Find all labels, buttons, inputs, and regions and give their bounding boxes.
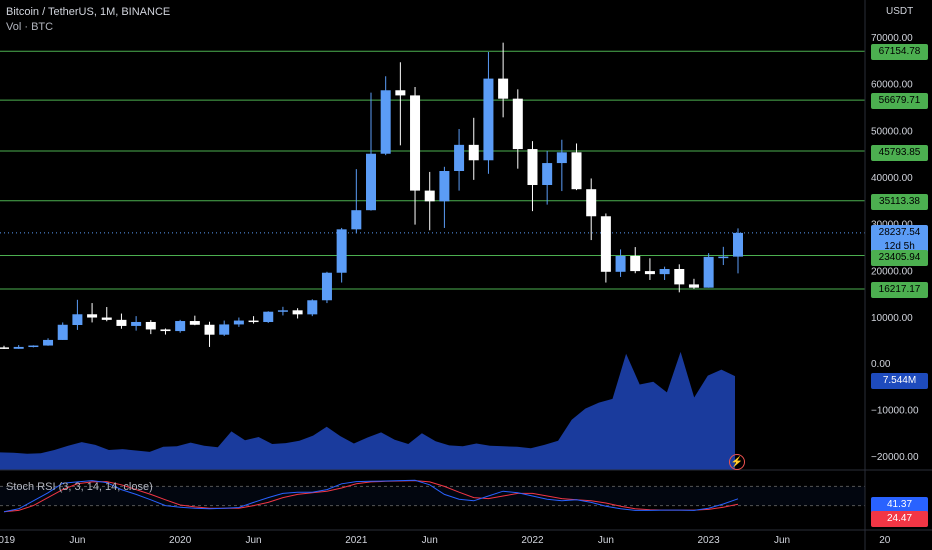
- level-tag-4: 35113.38: [871, 194, 928, 210]
- candle-body: [600, 216, 611, 272]
- candle-body: [644, 271, 655, 275]
- candle-body: [439, 171, 450, 202]
- candle-body: [688, 284, 699, 288]
- candle-body: [380, 90, 391, 154]
- candle-body: [336, 229, 347, 273]
- price-tick-label: 40000.00: [871, 173, 913, 184]
- candle-body: [351, 210, 362, 230]
- candle-countdown: 12d 5h: [884, 241, 915, 252]
- candle-body: [145, 321, 156, 330]
- price-tick-label: 50000.00: [871, 126, 913, 137]
- time-tick-label: Jun: [774, 535, 790, 546]
- level-tag-2: 56679.71: [871, 93, 928, 109]
- level-tag-5: 23405.94: [871, 250, 928, 266]
- candle-body: [527, 149, 538, 185]
- candle-body: [424, 190, 435, 202]
- candle-body: [366, 153, 376, 211]
- volume-tick-label: −20000.00: [871, 452, 919, 463]
- stoch-k-tag: 41.37: [871, 497, 928, 513]
- candle-body: [586, 189, 597, 217]
- candle-body: [233, 320, 244, 325]
- candle-body: [263, 311, 274, 323]
- candle-body: [175, 321, 186, 332]
- candle-body: [28, 345, 39, 348]
- candle-body: [248, 320, 259, 323]
- candle-body: [101, 317, 112, 320]
- candle-body: [160, 329, 171, 332]
- candle-body: [512, 98, 523, 150]
- time-tick-label: Jun: [422, 535, 438, 546]
- volume-value-tag: 7.544M: [871, 373, 928, 389]
- candle-body: [483, 78, 494, 161]
- candle-body: [733, 232, 743, 257]
- candle-body: [57, 324, 68, 340]
- candle-body: [72, 314, 83, 325]
- time-tick-label: 20: [879, 535, 891, 546]
- candle-body: [87, 314, 98, 318]
- time-tick-label: 2019: [0, 535, 16, 546]
- level-tag-6: 16217.17: [871, 282, 928, 298]
- candle-body: [659, 269, 670, 275]
- candle-body: [718, 256, 729, 259]
- candle-body: [131, 321, 142, 326]
- time-tick-label: 2022: [521, 535, 544, 546]
- candle-body: [13, 346, 24, 349]
- time-tick-label: Jun: [69, 535, 85, 546]
- currency-label[interactable]: USDT: [886, 6, 914, 17]
- price-tick-label: 20000.00: [871, 266, 913, 277]
- candle-body: [498, 78, 509, 99]
- volume-legend[interactable]: Vol · BTC: [6, 21, 54, 33]
- stoch-d-tag: 24.47: [871, 511, 928, 527]
- time-tick-label: Jun: [598, 535, 614, 546]
- candle-body: [703, 256, 714, 288]
- candle-body: [43, 339, 54, 346]
- time-tick-label: 2020: [169, 535, 192, 546]
- candle-body: [410, 95, 421, 191]
- candle-body: [468, 144, 479, 161]
- time-tick-label: 2021: [345, 535, 368, 546]
- candle-body: [116, 319, 127, 326]
- candle-body: [307, 300, 318, 315]
- stoch-rsi-legend[interactable]: Stoch RSI (3, 3, 14, 14, close): [6, 481, 153, 493]
- price-tick-label: 10000.00: [871, 313, 913, 324]
- candle-body: [395, 90, 406, 96]
- stoch-d-line: [3, 480, 739, 513]
- volume-tick-label: 0.00: [871, 359, 891, 370]
- candle-body: [615, 255, 626, 272]
- candle-body: [219, 324, 230, 335]
- volume-area: [0, 351, 735, 470]
- candle-body: [630, 255, 641, 272]
- candle-body: [0, 347, 9, 349]
- level-tag-1: 67154.78: [871, 44, 928, 60]
- candle-body: [454, 144, 465, 171]
- price-tick-label: 60000.00: [871, 80, 913, 91]
- candle-body: [571, 152, 582, 190]
- candle-body: [292, 310, 303, 315]
- stoch-band: [0, 486, 865, 506]
- price-tick-label: 70000.00: [871, 33, 913, 44]
- candle-body: [204, 324, 215, 335]
- candle-body: [189, 321, 200, 325]
- last-price-value: 28237.54: [878, 227, 921, 238]
- time-tick-label: Jun: [245, 535, 261, 546]
- symbol-title[interactable]: Bitcoin / TetherUS, 1M, BINANCE: [6, 6, 171, 18]
- level-tag-3: 45793.85: [871, 145, 928, 161]
- time-tick-label: 2023: [698, 535, 721, 546]
- lightning-icon[interactable]: ⚡: [729, 454, 745, 470]
- candle-body: [277, 310, 288, 312]
- candle-body: [674, 269, 685, 285]
- stoch-k-line: [3, 479, 739, 513]
- candle-body: [556, 152, 567, 164]
- candle-body: [321, 272, 332, 301]
- volume-tick-label: −10000.00: [871, 406, 919, 417]
- candle-body: [542, 163, 553, 185]
